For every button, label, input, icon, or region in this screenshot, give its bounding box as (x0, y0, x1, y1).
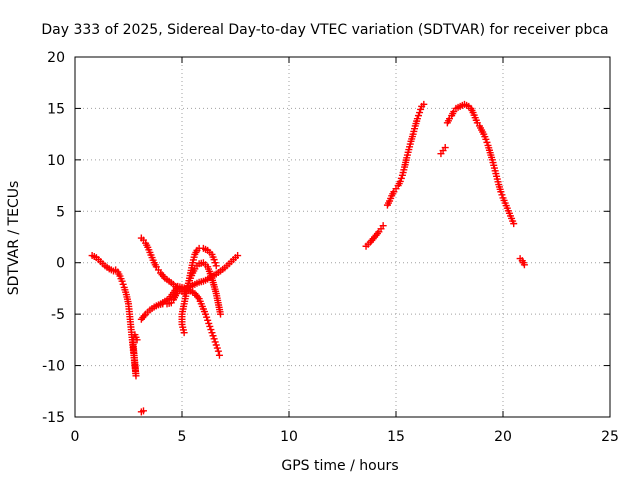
data-point (202, 310, 210, 318)
data-point (498, 191, 506, 199)
data-point (413, 115, 421, 123)
data-point (520, 261, 528, 269)
data-point (497, 188, 505, 196)
x-tick-label: 25 (601, 429, 619, 445)
data-point (234, 252, 242, 260)
data-point (510, 220, 518, 228)
data-point (417, 105, 425, 113)
series-11 (516, 255, 528, 269)
data-point (211, 259, 219, 267)
series-1 (88, 252, 141, 380)
data-point (217, 310, 225, 318)
data-point (209, 332, 217, 340)
data-point (212, 341, 220, 349)
data-point (483, 138, 491, 146)
data-point (207, 326, 215, 334)
data-point (210, 256, 218, 264)
data-point (203, 313, 211, 321)
y-tick-label: 5 (56, 204, 65, 220)
data-point (416, 109, 424, 117)
y-tick-label: 10 (47, 153, 65, 169)
y-tick-label: -5 (51, 307, 65, 323)
x-tick-label: 15 (387, 429, 405, 445)
data-point (212, 262, 220, 270)
y-tick-label: 15 (47, 101, 65, 117)
y-tick-label: -15 (42, 410, 65, 426)
data-point (204, 316, 212, 324)
data-point (133, 336, 141, 344)
data-point (420, 100, 428, 108)
x-tick-label: 10 (280, 429, 298, 445)
data-point (205, 319, 213, 327)
plot-frame (74, 56, 611, 418)
data-points (88, 100, 528, 416)
x-axis-title: GPS time / hours (281, 458, 398, 474)
axis-ticks (74, 56, 611, 418)
data-point (482, 135, 490, 143)
data-point (118, 277, 126, 285)
data-point (119, 280, 127, 288)
data-point (441, 144, 449, 152)
x-tick-label: 0 (71, 429, 80, 445)
data-point (215, 351, 223, 359)
data-point (211, 338, 219, 346)
series-10 (443, 100, 518, 228)
grid-lines (75, 57, 610, 417)
data-point (379, 222, 387, 230)
series-6 (157, 282, 223, 359)
series-8 (383, 100, 428, 209)
x-tick-label: 5 (178, 429, 187, 445)
data-point (396, 177, 404, 185)
x-tick-label: 20 (494, 429, 512, 445)
series-4 (137, 234, 225, 318)
data-point (206, 322, 214, 330)
y-tick-label: -10 (42, 359, 65, 375)
y-tick-label: 0 (56, 256, 65, 272)
data-point (210, 335, 218, 343)
series-2 (137, 407, 147, 416)
data-point (397, 174, 405, 182)
series-9 (437, 144, 449, 158)
y-tick-label: 20 (47, 50, 65, 66)
data-point (214, 347, 222, 355)
data-point (213, 344, 221, 352)
y-axis-title: SDTVAR / TECUs (6, 181, 22, 296)
data-point (139, 407, 147, 415)
series-7 (362, 222, 387, 250)
chart-title: Day 333 of 2025, Sidereal Day-to-day VTE… (41, 22, 608, 38)
data-point (208, 329, 216, 337)
tick-labels: 0 5 10 15 20 25 -15 -10 -5 0 5 10 15 20 (42, 50, 619, 445)
data-point (414, 112, 422, 120)
